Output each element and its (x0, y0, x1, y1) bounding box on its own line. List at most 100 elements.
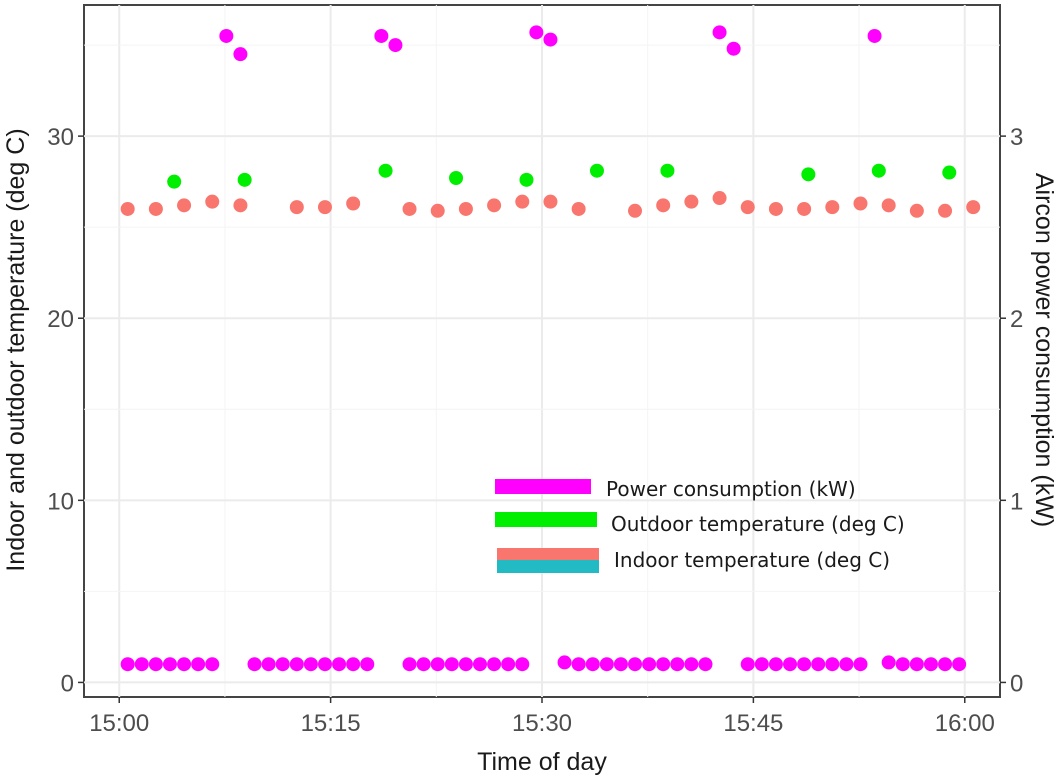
power-point (289, 657, 304, 672)
legend-key-indoor-alt (497, 560, 599, 573)
power-point (303, 657, 318, 672)
power-point (726, 41, 741, 56)
indoor-temp-point (740, 200, 755, 215)
indoor-temp-point (909, 203, 924, 218)
data-points (120, 25, 981, 672)
y-right-tick-label: 3 (1010, 124, 1023, 151)
indoor-temp-point (684, 194, 699, 209)
power-point (233, 47, 248, 62)
indoor-temp-point (317, 200, 332, 215)
power-point (360, 657, 375, 672)
power-point (557, 655, 572, 670)
power-point (332, 657, 347, 672)
power-point (839, 657, 854, 672)
power-point (388, 38, 403, 53)
power-point (952, 657, 967, 672)
power-point (768, 657, 783, 672)
indoor-temp-point (825, 200, 840, 215)
power-point (501, 657, 516, 672)
y-left-tick-label: 20 (47, 306, 74, 333)
outdoor-temp-point (449, 171, 464, 185)
indoor-temp-point (515, 194, 530, 209)
power-point (416, 657, 431, 672)
indoor-temp-point (430, 203, 445, 218)
indoor-temp-point (628, 203, 643, 218)
indoor-temp-point (120, 201, 135, 216)
power-point (698, 657, 713, 672)
power-point (134, 657, 149, 672)
power-point (543, 32, 558, 47)
power-point (909, 657, 924, 672)
y-right-tick-label: 0 (1010, 670, 1023, 697)
indoor-temp-point (712, 191, 727, 206)
power-point (642, 657, 657, 672)
indoor-temp-point (797, 201, 812, 216)
indoor-temp-point (881, 198, 896, 213)
y-right-tick-label: 2 (1010, 306, 1023, 333)
y-right-tick-label: 1 (1010, 488, 1023, 515)
power-point (247, 657, 262, 672)
x-axis-title: Time of day (477, 748, 607, 776)
power-point (825, 657, 840, 672)
indoor-temp-point (543, 194, 558, 209)
indoor-temp-point (346, 196, 361, 211)
power-point (656, 657, 671, 672)
power-point (811, 657, 826, 672)
grid-lines (84, 5, 1000, 697)
power-point (374, 28, 389, 43)
power-point (148, 657, 163, 672)
legend-key-indoor (497, 548, 599, 560)
y-left-tick-label: 30 (47, 124, 74, 151)
legend-label-power: Power consumption (kW) (606, 477, 856, 501)
power-point (783, 657, 798, 672)
y-axis-title-left: Indoor and outdoor temperature (deg C) (2, 128, 30, 571)
power-point (571, 657, 586, 672)
power-point (684, 657, 699, 672)
axis-ticks: 15:00 15:15 15:30 15:45 16:00 0 10 20 30 0 1 2 3 (47, 124, 1023, 737)
x-tick-label: 15:30 (512, 710, 572, 737)
power-point (162, 657, 177, 672)
legend: Power consumption (kW) Outdoor temperatu… (495, 477, 905, 573)
indoor-temp-point (768, 201, 783, 216)
x-tick-label: 16:00 (935, 710, 995, 737)
power-point (402, 657, 417, 672)
power-point (895, 657, 910, 672)
indoor-temp-point (853, 196, 868, 211)
power-point (613, 657, 628, 672)
power-point (599, 657, 614, 672)
indoor-temp-point (148, 201, 163, 216)
power-point (867, 28, 882, 43)
outdoor-temp-point (660, 163, 675, 178)
outdoor-temp-point (237, 172, 252, 187)
power-point (515, 657, 530, 672)
indoor-temp-point (656, 198, 671, 213)
outdoor-temp-point (519, 172, 534, 187)
indoor-temp-point (233, 198, 248, 213)
indoor-temp-point (177, 198, 192, 213)
power-point (923, 657, 938, 672)
indoor-temp-point (289, 200, 304, 215)
power-point (472, 657, 487, 672)
power-point (458, 657, 473, 672)
y-left-tick-label: 10 (47, 488, 74, 515)
x-tick-label: 15:15 (301, 710, 361, 737)
power-point (754, 657, 769, 672)
y-axis-title-right: Aircon power consumption (kW) (1030, 173, 1058, 527)
power-point (938, 657, 953, 672)
power-point (430, 657, 445, 672)
y-left-tick-label: 0 (61, 670, 74, 697)
power-point (487, 657, 502, 672)
power-point (881, 655, 896, 670)
indoor-temp-point (938, 203, 953, 218)
power-point (444, 657, 459, 672)
indoor-temp-point (487, 198, 502, 213)
power-point (275, 657, 290, 672)
indoor-temp-point (205, 194, 220, 209)
power-point (317, 657, 332, 672)
power-point (177, 657, 192, 672)
power-point (670, 657, 685, 672)
power-point (628, 657, 643, 672)
power-point (205, 657, 220, 672)
power-point (585, 657, 600, 672)
outdoor-temp-point (871, 163, 886, 178)
